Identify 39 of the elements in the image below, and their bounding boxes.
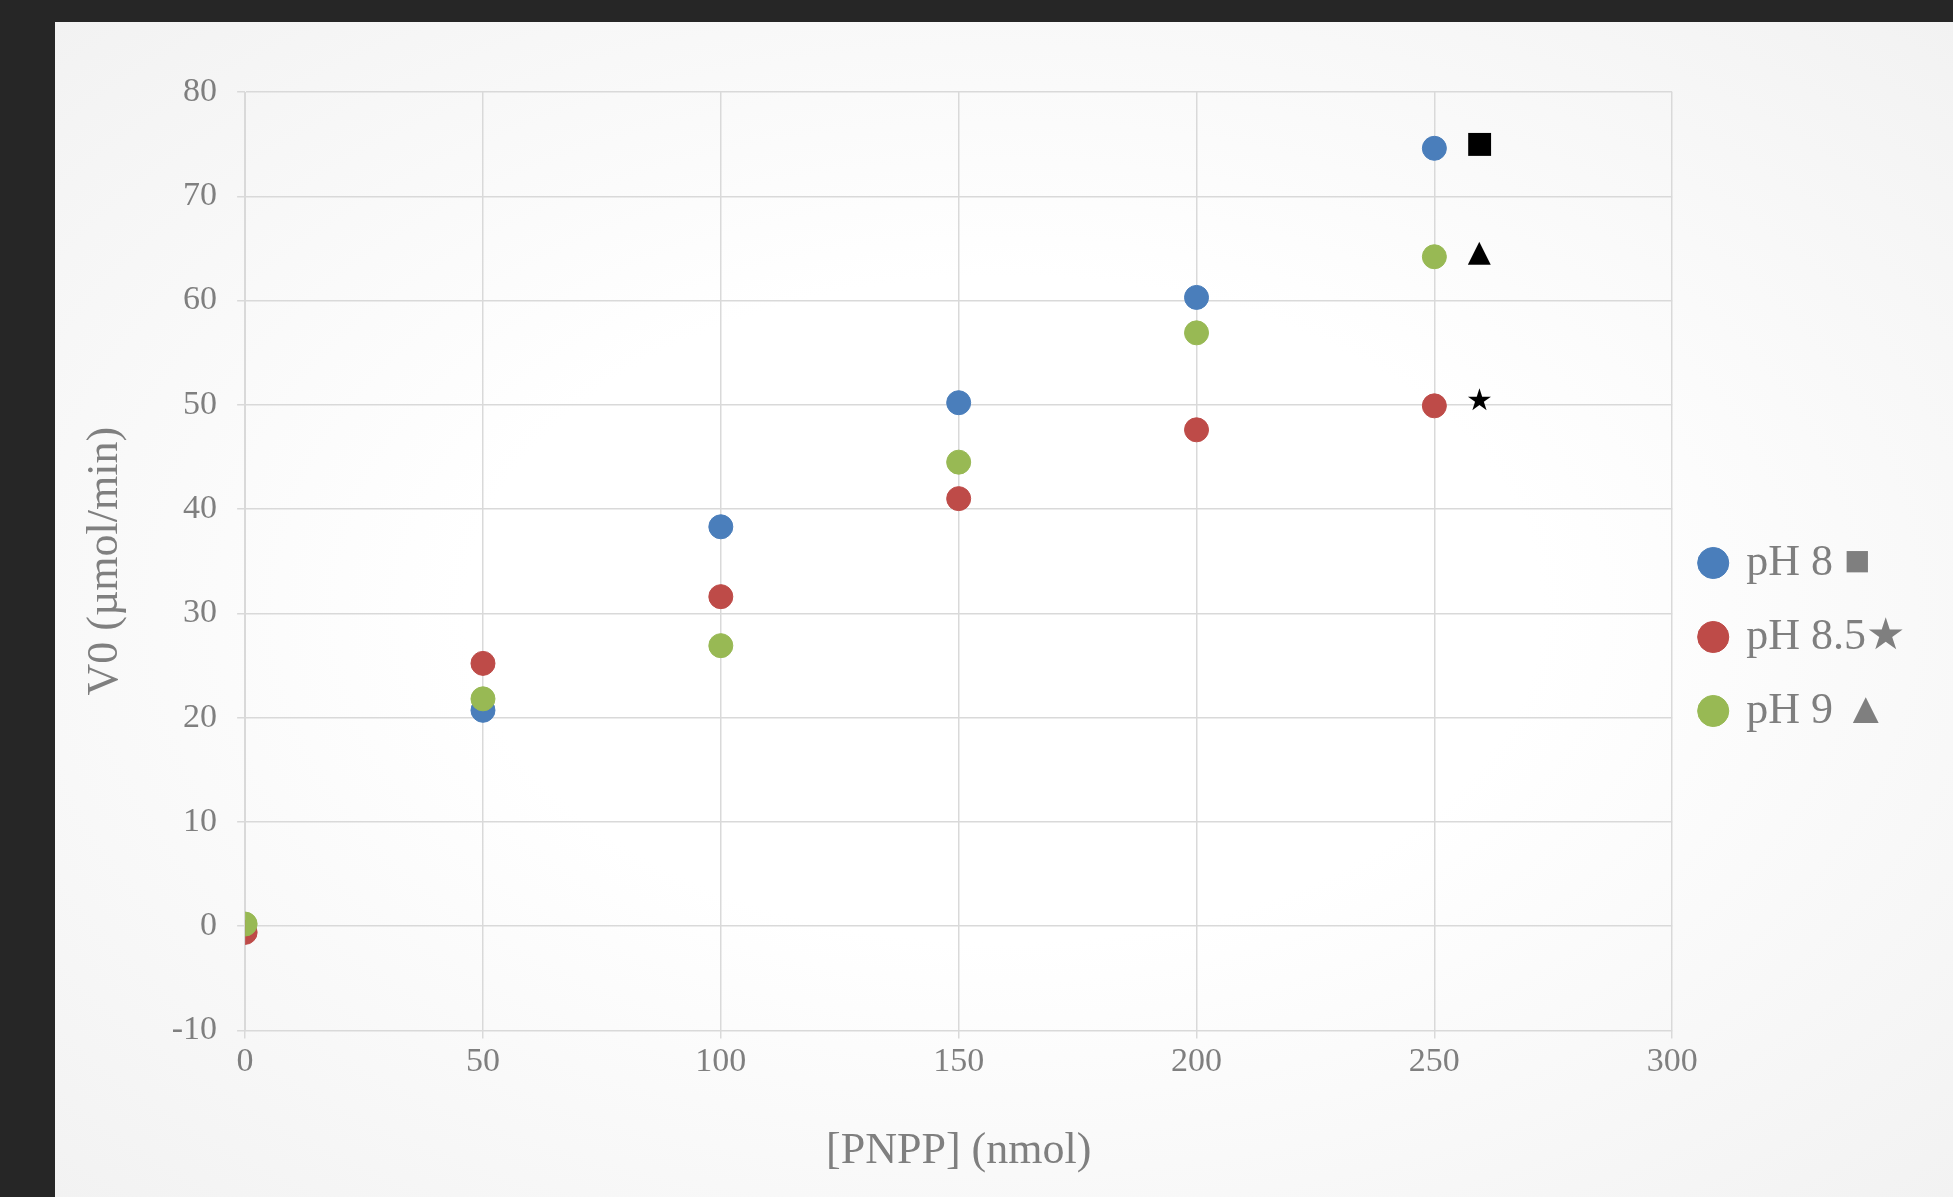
y-tick-label: 70 — [183, 175, 218, 213]
legend-label: pH 8.5★ — [1746, 609, 1906, 659]
x-axis-title: [PNPP] (nmol) — [826, 1124, 1092, 1174]
y-tick-label: 30 — [183, 592, 218, 630]
point — [1184, 284, 1210, 310]
y-tick-label: 60 — [183, 279, 218, 317]
point — [1421, 393, 1447, 419]
point — [708, 514, 734, 540]
point — [470, 650, 496, 676]
x-tick-label: 0 — [236, 1040, 254, 1078]
y-tick-label: 80 — [183, 70, 218, 108]
legend-label: pH 8 ■ — [1746, 535, 1871, 585]
y-tick-label: 20 — [183, 696, 218, 734]
point — [946, 486, 972, 512]
y-axis-title: V0 (µmol/min) — [77, 426, 127, 696]
x-tick-label: 150 — [933, 1040, 985, 1078]
point — [708, 584, 734, 610]
annotation: ★ — [1465, 381, 1493, 417]
x-tick-label: 250 — [1408, 1040, 1460, 1078]
x-tick-label: 300 — [1646, 1040, 1698, 1078]
point — [946, 390, 972, 416]
annotation: ▲ — [1467, 232, 1491, 268]
y-tick-label: 40 — [183, 487, 218, 525]
y-tick-label: -10 — [171, 1009, 218, 1047]
y-tick-label: 10 — [183, 800, 218, 838]
x-tick-label: 200 — [1171, 1040, 1223, 1078]
point — [946, 449, 972, 475]
point — [1184, 417, 1210, 443]
legend-label: pH 9 ▲ — [1746, 683, 1888, 733]
y-tick-label: 0 — [200, 905, 218, 943]
point — [470, 686, 496, 712]
x-tick-label: 50 — [465, 1040, 500, 1078]
x-tick-label: 100 — [695, 1040, 747, 1078]
annotation: ■ — [1465, 124, 1494, 160]
point — [1184, 320, 1210, 346]
y-tick-label: 50 — [183, 383, 218, 421]
point — [1421, 135, 1447, 161]
point — [708, 633, 734, 659]
point — [1421, 244, 1447, 270]
